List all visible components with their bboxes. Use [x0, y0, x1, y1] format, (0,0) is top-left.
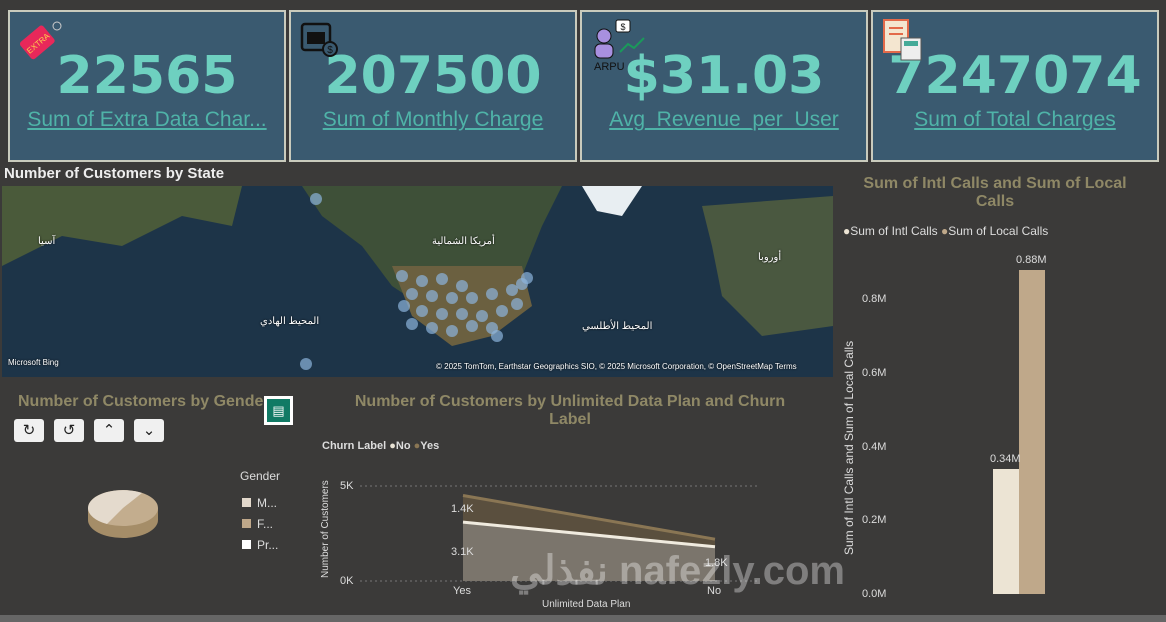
- bottom-bar: [0, 615, 1166, 622]
- map-bubble[interactable]: [476, 310, 488, 322]
- y-tick: 0.8M: [862, 293, 887, 305]
- x-tick: Yes: [453, 585, 471, 597]
- map-bubble[interactable]: [406, 288, 418, 300]
- map-label-pacific: المحيط الهادي: [260, 316, 320, 327]
- bar-y-label: Sum of Intl Calls and Sum of Local Calls: [842, 340, 856, 555]
- map-bubble[interactable]: [511, 298, 523, 310]
- map-label-europe: أوروبا: [758, 252, 782, 263]
- map-bubble[interactable]: [506, 284, 518, 296]
- map-bubble[interactable]: [466, 292, 478, 304]
- map-title: Number of Customers by State: [4, 165, 225, 182]
- kpi-value: 7247074: [888, 46, 1142, 106]
- kpi-card-monthly-charge[interactable]: $ 207500 Sum of Monthly Charge: [289, 10, 577, 162]
- map-bubble[interactable]: [491, 330, 503, 342]
- area-chart: [360, 485, 760, 582]
- map-bubble[interactable]: [406, 318, 418, 330]
- kpi-card-total-charges[interactable]: 7247074 Sum of Total Charges: [871, 10, 1159, 162]
- gender-chart-title: Number of Customers by Gender: [18, 393, 270, 410]
- customer-map[interactable]: آسيا أمريكا الشمالية المحيط الهادي المحي…: [2, 186, 833, 377]
- data-label: 1.8K: [705, 557, 728, 569]
- map-bubble[interactable]: [466, 320, 478, 332]
- map-attribution[interactable]: © 2025 TomTom, Earthstar Geographics SIO…: [436, 362, 797, 371]
- data-label: 0.88M: [1016, 253, 1047, 266]
- x-tick: No: [707, 585, 722, 597]
- area-series-yes: [463, 495, 715, 547]
- kpi-card-extra-data[interactable]: EXTRA 22565 Sum of Extra Data Char...: [8, 10, 286, 162]
- area-chart-title: Number of Customers by Unlimited Data Pl…: [354, 393, 786, 428]
- kpi-label[interactable]: Sum of Monthly Charge: [322, 108, 544, 131]
- bar-sum-of-local-calls[interactable]: [1019, 269, 1045, 594]
- legend-item[interactable]: F...: [242, 517, 273, 531]
- map-bubble[interactable]: [310, 193, 322, 205]
- map-bubble[interactable]: [396, 270, 408, 282]
- map-bubble[interactable]: [521, 272, 533, 284]
- kpi-label[interactable]: Avg_Revenue_per_User: [609, 108, 839, 131]
- legend-item[interactable]: M...: [242, 496, 277, 510]
- y-tick: 5K: [340, 480, 354, 492]
- arpu-icon-text: ARPU: [594, 61, 625, 73]
- area-series-no: [463, 522, 715, 581]
- bing-logo: Microsoft Bing: [8, 358, 59, 367]
- refresh-button[interactable]: ↻: [14, 419, 44, 442]
- map-bubble[interactable]: [426, 290, 438, 302]
- bar-legend: ●Sum of Intl Calls ●Sum of Local Calls: [843, 224, 1049, 238]
- map-bubble[interactable]: [398, 300, 410, 312]
- map-bubble[interactable]: [436, 308, 448, 320]
- map-label-north-america: أمريكا الشمالية: [432, 236, 495, 247]
- map-bubble[interactable]: [416, 305, 428, 317]
- data-label: 0.34M: [990, 452, 1021, 465]
- kpi-card-arpu[interactable]: $ ARPU $31.03 Avg_Revenue_per_User: [580, 10, 868, 162]
- map-bubble[interactable]: [446, 325, 458, 337]
- y-tick: 0.0M: [862, 588, 887, 600]
- area-y-label: Number of Customers: [320, 480, 331, 578]
- map-bubble[interactable]: [486, 288, 498, 300]
- calendar-dollar-icon: $: [300, 22, 338, 57]
- extra-tag-icon: EXTRA: [19, 21, 62, 60]
- arpu-icon: $ ARPU: [594, 19, 645, 73]
- y-tick: 0.2M: [862, 514, 887, 526]
- area-x-label: Unlimited Data Plan: [542, 599, 631, 610]
- svg-text:$: $: [620, 22, 625, 32]
- gender-pie-chart: [88, 490, 158, 538]
- data-label: 1.4K: [451, 503, 474, 515]
- map-bubble[interactable]: [426, 322, 438, 334]
- y-tick: 0.6M: [862, 367, 887, 379]
- bar-chart-title: Sum of Intl Calls and Sum of Local Calls: [863, 175, 1127, 210]
- y-tick: 0.4M: [862, 441, 887, 453]
- invoice-calculator-icon: [883, 19, 922, 61]
- y-tick: 0K: [340, 575, 354, 587]
- kpi-value: 207500: [324, 46, 542, 106]
- gender-legend-title: Gender: [240, 469, 281, 483]
- data-label: 3.1K: [451, 546, 474, 558]
- bar-sum-of-intl-calls[interactable]: [993, 468, 1019, 594]
- map-label-asia: آسيا: [38, 236, 56, 247]
- pie-slice-male: [88, 490, 142, 524]
- map-bubble[interactable]: [416, 275, 428, 287]
- line-series-yes: [462, 494, 716, 541]
- map-label-atlantic: المحيط الأطلسي: [582, 321, 653, 332]
- kpi-value: $31.03: [623, 46, 825, 106]
- legend-item[interactable]: Pr...: [242, 538, 278, 552]
- report-icon[interactable]: ▤: [264, 396, 293, 425]
- svg-text:$: $: [327, 45, 333, 56]
- kpi-value: 22565: [56, 46, 238, 106]
- map-bubble[interactable]: [456, 280, 468, 292]
- kpi-label[interactable]: Sum of Extra Data Char...: [27, 108, 267, 131]
- map-bubble[interactable]: [446, 292, 458, 304]
- watermark: نفذلي nafezly.com: [510, 549, 845, 593]
- drill-up-button[interactable]: ⌃: [94, 419, 124, 442]
- map-bubble[interactable]: [496, 305, 508, 317]
- kpi-label[interactable]: Sum of Total Charges: [914, 108, 1116, 131]
- map-bubble[interactable]: [456, 308, 468, 320]
- undo-button[interactable]: ↺: [54, 419, 84, 442]
- drill-down-button[interactable]: ⌄: [134, 419, 164, 442]
- map-bubble[interactable]: [300, 358, 312, 370]
- map-bubble[interactable]: [436, 273, 448, 285]
- churn-legend: Churn Label ●No ●Yes: [322, 440, 440, 452]
- line-series-no: [462, 520, 716, 549]
